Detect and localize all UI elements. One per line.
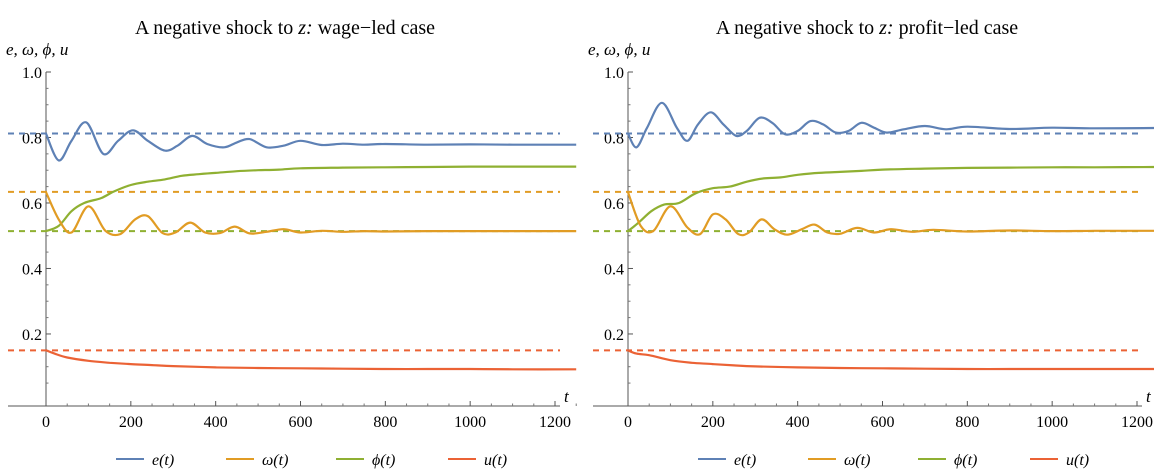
x-tick-label: 0 bbox=[42, 414, 50, 431]
y-tick-label: 0.2 bbox=[22, 327, 42, 344]
chart-title-suffix: wage−led case bbox=[313, 17, 435, 39]
chart-panel-2: A negative shock to z: profit−led case e,… bbox=[588, 17, 1154, 469]
series-line bbox=[627, 101, 1154, 149]
x-tick-label: 400 bbox=[786, 414, 810, 431]
legend-label: ϕ(t) bbox=[954, 452, 977, 469]
y-axis-label: e, ω, ϕ, u bbox=[588, 40, 650, 59]
y-tick-label: 0.6 bbox=[22, 196, 42, 213]
y-tick-label: 0.2 bbox=[604, 327, 624, 344]
x-tick-label: 1200 bbox=[539, 414, 571, 431]
x-tick-label: 200 bbox=[701, 414, 725, 431]
legend-label: u(t) bbox=[1066, 452, 1089, 469]
chart-title-variable: z: bbox=[297, 17, 312, 39]
series-line bbox=[627, 165, 1154, 232]
legend-label: u(t) bbox=[484, 452, 507, 469]
y-tick-label: 1.0 bbox=[22, 65, 42, 82]
series-line bbox=[45, 165, 577, 233]
x-tick-label: 1200 bbox=[1121, 414, 1153, 431]
series-line bbox=[45, 191, 577, 237]
x-tick-label: 600 bbox=[289, 414, 313, 431]
x-tick-label: 400 bbox=[204, 414, 228, 431]
y-tick-label: 0.4 bbox=[604, 261, 624, 278]
y-tick-label: 0.4 bbox=[22, 261, 42, 278]
series-line bbox=[626, 191, 1154, 237]
x-axis-label: t bbox=[1146, 387, 1152, 406]
legend-label: e(t) bbox=[152, 452, 174, 469]
x-tick-label: 800 bbox=[373, 414, 397, 431]
y-tick-label: 0.8 bbox=[604, 130, 624, 147]
legend-label: e(t) bbox=[734, 452, 756, 469]
x-tick-label: 800 bbox=[955, 414, 979, 431]
chart-title: A negative shock to z: wage−led case bbox=[135, 17, 435, 39]
x-tick-label: 1000 bbox=[1036, 414, 1068, 431]
legend-label: ϕ(t) bbox=[372, 452, 395, 469]
series-line bbox=[45, 349, 577, 371]
x-tick-label: 200 bbox=[119, 414, 143, 431]
legend-label: ω(t) bbox=[262, 452, 288, 469]
x-tick-label: 0 bbox=[624, 414, 632, 431]
x-axis-label: t bbox=[564, 387, 570, 406]
y-axis-label: e, ω, ϕ, u bbox=[6, 40, 68, 59]
chart-title-prefix: A negative shock to bbox=[716, 17, 879, 39]
series-line bbox=[627, 349, 1154, 371]
legend-label: ω(t) bbox=[844, 452, 870, 469]
y-tick-label: 0.6 bbox=[604, 196, 624, 213]
y-tick-label: 1.0 bbox=[604, 65, 624, 82]
x-tick-label: 600 bbox=[871, 414, 895, 431]
chart-panel-1: A negative shock to z: wage−led case e, ω… bbox=[6, 17, 577, 469]
chart-title-prefix: A negative shock to bbox=[135, 17, 298, 39]
chart-title: A negative shock to z: profit−led case bbox=[716, 17, 1018, 39]
chart-title-suffix: profit−led case bbox=[894, 17, 1019, 39]
chart-title-variable: z: bbox=[878, 17, 893, 39]
x-tick-label: 1000 bbox=[454, 414, 486, 431]
y-tick-label: 0.8 bbox=[22, 130, 42, 147]
series-line bbox=[44, 121, 577, 162]
